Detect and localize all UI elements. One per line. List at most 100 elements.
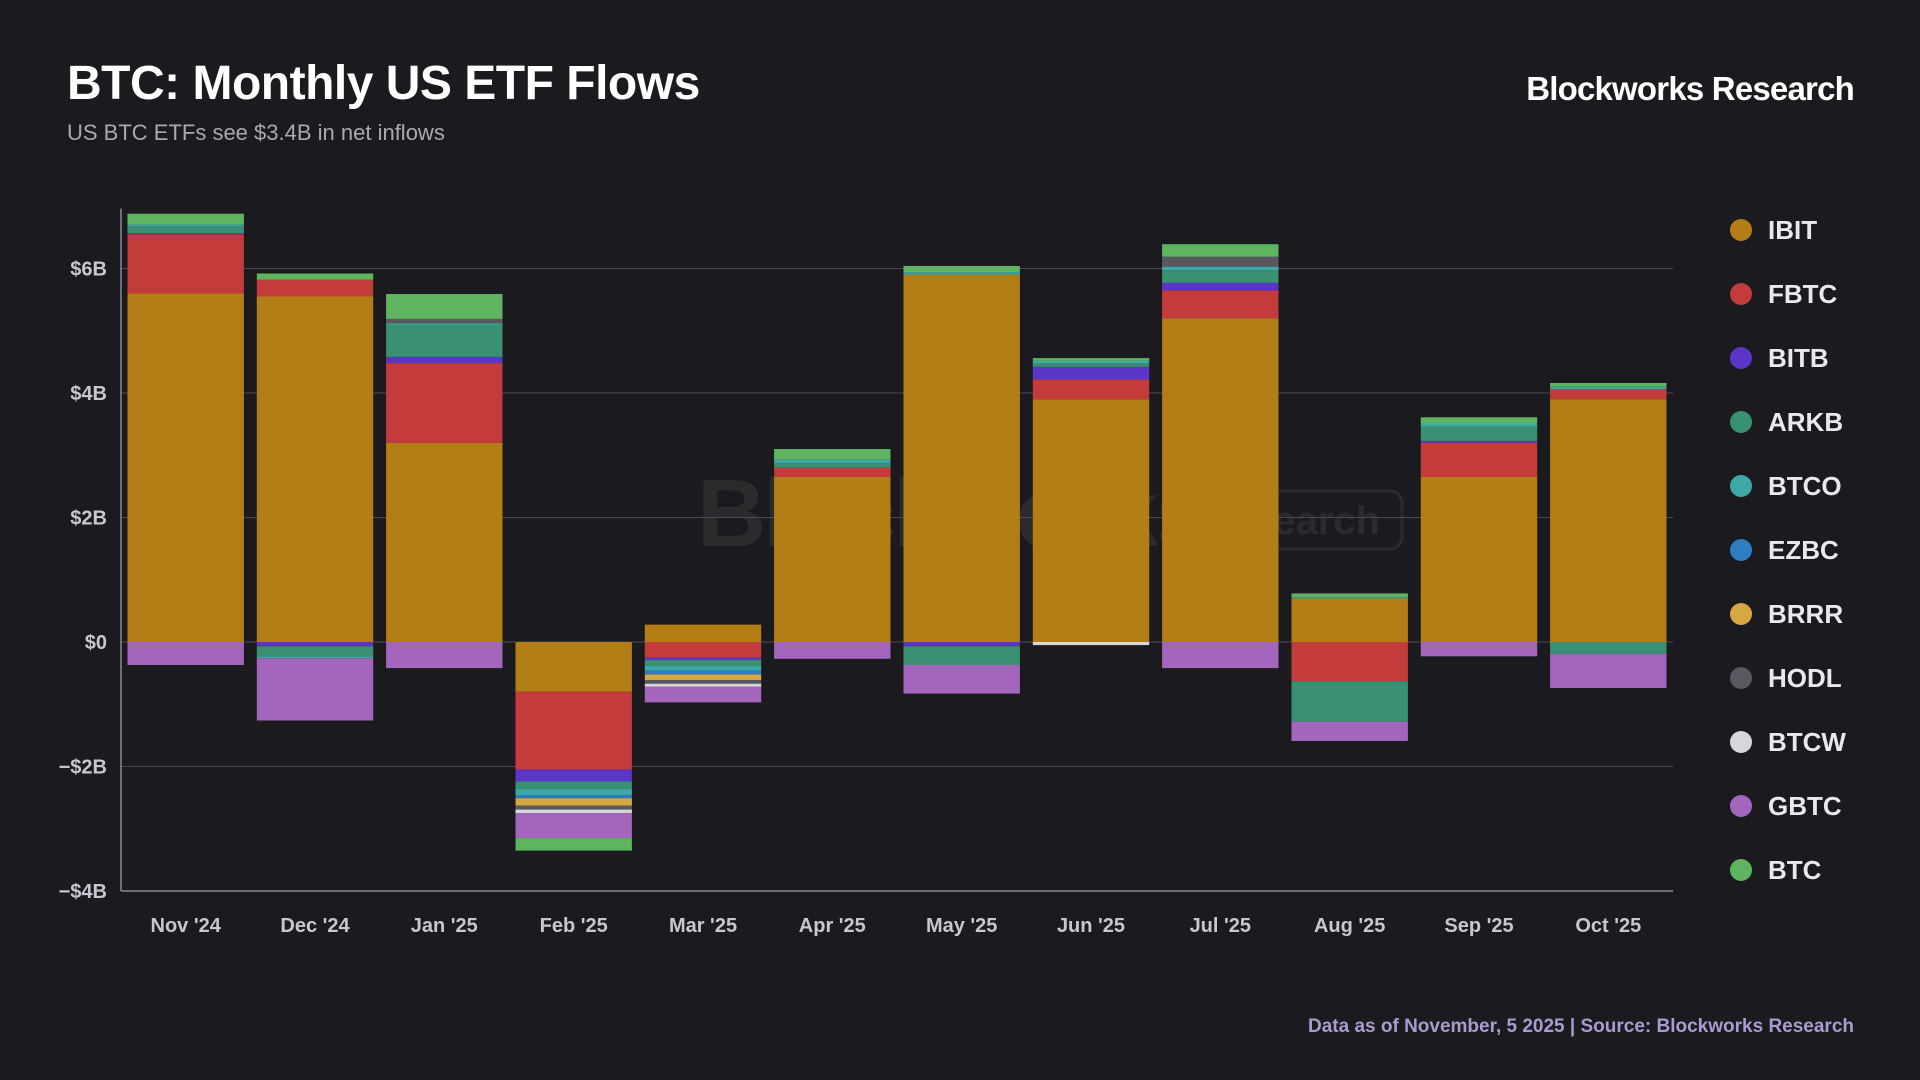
bar-segment-btc — [127, 213, 244, 225]
bar-segment-hodl — [1162, 256, 1279, 267]
legend-swatch — [1730, 283, 1752, 305]
bar-segment-fbtc — [386, 363, 503, 443]
legend-item-ibit[interactable]: IBIT — [1730, 215, 1817, 245]
bar-segment-arkb — [1420, 426, 1538, 441]
legend-item-fbtc[interactable]: FBTC — [1730, 279, 1838, 309]
legend-label: BITB — [1768, 343, 1829, 373]
bar-segment-brrr — [515, 798, 632, 806]
legend-item-hodl[interactable]: HODL — [1730, 663, 1842, 693]
bar-segment-gbtc — [256, 658, 374, 721]
bar-segment-ibit — [1162, 318, 1279, 642]
legend-swatch — [1730, 539, 1752, 561]
legend-label: BTCO — [1768, 471, 1842, 501]
x-tick-label: Apr '25 — [799, 915, 866, 937]
y-tick-label: $6B — [70, 259, 107, 281]
bar-segment-bitb — [1162, 282, 1279, 291]
legend-item-btcw[interactable]: BTCW — [1730, 727, 1846, 757]
bar-segment-hodl — [515, 805, 632, 810]
bars — [127, 213, 1667, 851]
bar-segment-brrr — [644, 674, 762, 680]
legend-label: BTC — [1768, 855, 1822, 885]
legend-item-btco[interactable]: BTCO — [1730, 471, 1842, 501]
bar-segment-gbtc — [386, 642, 503, 669]
bar-segment-btco — [1032, 360, 1150, 364]
bar-segment-gbtc — [127, 642, 244, 665]
legend-swatch — [1730, 859, 1752, 881]
legend-label: GBTC — [1768, 791, 1842, 821]
bar-segment-ibit — [256, 296, 374, 642]
bar-segment-ibit — [515, 642, 632, 692]
legend-item-ezbc[interactable]: EZBC — [1730, 535, 1839, 565]
bar-segment-ezbc — [515, 795, 632, 799]
y-tick-label: −$2B — [59, 757, 107, 779]
legend-item-brrr[interactable]: BRRR — [1730, 599, 1843, 629]
x-tick-label: Sep '25 — [1444, 915, 1513, 937]
bar-segment-bitb — [644, 657, 762, 661]
x-tick-label: Dec '24 — [280, 915, 350, 937]
bar-segment-btco — [1420, 423, 1538, 427]
bar-segment-ibit — [774, 477, 891, 642]
bar-segment-arkb — [515, 781, 632, 789]
y-axis: $6B $4B $2B $0 −$2B −$4B — [59, 208, 122, 903]
legend-swatch — [1730, 731, 1752, 753]
bar-segment-btc — [386, 294, 503, 319]
bar-segment-btco — [1162, 266, 1279, 271]
bar-segment-ibit — [127, 293, 244, 642]
bar-segment-bitb — [903, 642, 1020, 647]
bar-segment-btcw — [644, 683, 762, 687]
bar-segment-ibit — [1291, 598, 1408, 642]
source-note: Data as of November, 5 2025 | Source: Bl… — [1307, 1016, 1854, 1037]
bar-segment-btco — [1550, 386, 1667, 390]
legend-item-gbtc[interactable]: GBTC — [1730, 791, 1842, 821]
bar-segment-btco — [386, 323, 503, 325]
bar-segment-arkb — [1550, 642, 1667, 654]
bar-segment-fbtc — [1291, 642, 1408, 682]
bar-segment-arkb — [903, 646, 1020, 666]
bar-segment-ezbc — [644, 670, 762, 675]
bar-segment-gbtc — [774, 642, 891, 659]
x-tick-label: Jan '25 — [411, 915, 478, 937]
bar-segment-gbtc — [644, 686, 762, 703]
bar-segment-btco — [903, 272, 1020, 275]
legend-label: FBTC — [1768, 279, 1838, 309]
legend-label: EZBC — [1768, 535, 1839, 565]
legend-item-bitb[interactable]: BITB — [1730, 343, 1829, 373]
bar-segment-bitb — [1420, 440, 1538, 443]
bar-segment-btc — [515, 838, 632, 851]
legend-swatch — [1730, 603, 1752, 625]
chart-subtitle: US BTC ETFs see $3.4B in net inflows — [67, 120, 445, 145]
bar-segment-gbtc — [903, 665, 1020, 694]
bar-segment-btc — [256, 273, 374, 280]
legend-item-btc[interactable]: BTC — [1730, 855, 1822, 885]
bar-segment-arkb — [774, 463, 891, 468]
bar-segment-ibit — [903, 274, 1020, 642]
bar-segment-btco — [127, 224, 244, 227]
bar-segment-ibit — [1550, 399, 1667, 642]
bar-segment-fbtc — [1550, 389, 1667, 400]
legend-swatch — [1730, 667, 1752, 689]
bar-segment-btco — [1291, 597, 1408, 599]
x-tick-label: Feb '25 — [540, 915, 608, 937]
legend-label: HODL — [1768, 663, 1842, 693]
bar-segment-btc — [1162, 244, 1279, 257]
bar-segment-arkb — [1032, 363, 1150, 367]
legend: IBIT FBTC BITB ARKB BTCO EZBC BRRR HODL BTCW GBTC… — [1730, 215, 1846, 885]
bar-segment-hodl — [386, 318, 503, 324]
bar-segment-bitb — [386, 356, 503, 364]
legend-item-arkb[interactable]: ARKB — [1730, 407, 1843, 437]
legend-label: BTCW — [1768, 727, 1846, 757]
bar-segment-arkb — [1291, 681, 1408, 722]
bar-segment-btc — [1550, 383, 1667, 387]
bar-segment-fbtc — [774, 467, 891, 477]
bar-segment-btc — [903, 266, 1020, 273]
bar-segment-fbtc — [1032, 379, 1150, 400]
legend-swatch — [1730, 795, 1752, 817]
bar-segment-ibit — [1032, 399, 1150, 642]
bar-segment-fbtc — [1162, 290, 1279, 319]
legend-label: IBIT — [1768, 215, 1817, 245]
legend-swatch — [1730, 411, 1752, 433]
bar-segment-hodl — [644, 680, 762, 684]
bar-segment-bitb — [515, 769, 632, 782]
x-tick-label: Jul '25 — [1190, 915, 1251, 937]
x-tick-label: May '25 — [926, 915, 997, 937]
